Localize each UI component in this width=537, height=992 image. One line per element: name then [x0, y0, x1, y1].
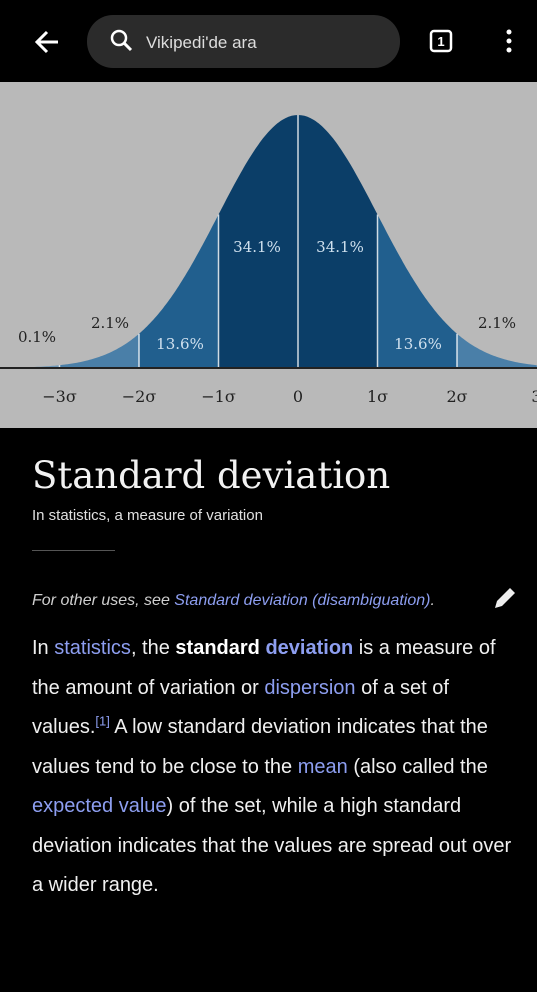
axis-label: 0: [293, 387, 303, 406]
article: Standard deviation In statistics, a meas…: [32, 440, 517, 906]
link[interactable]: statistics: [54, 637, 131, 659]
text: ) of the set, while a high standard devi…: [32, 795, 512, 896]
curve-region: [377, 214, 457, 368]
link[interactable]: deviation: [265, 637, 354, 659]
paragraph: In statistics, the standard deviation is…: [32, 629, 517, 906]
percent-label: 34.1%: [233, 238, 281, 256]
article-title: Standard deviation: [32, 454, 391, 497]
link[interactable]: [1]: [95, 713, 110, 729]
percent-label: 0.1%: [18, 328, 56, 346]
text: For other uses, see: [32, 592, 175, 609]
percent-label: 13.6%: [394, 335, 442, 353]
figure: −3σ −2σ −1σ 0 1σ 2σ 3 0.1% 2.1% 13.6% 34.1% 34.1% 13…: [0, 82, 537, 428]
article-subtitle: In statistics, a measure of variation: [32, 507, 263, 524]
tabs-button[interactable]: [429, 29, 453, 53]
search-placeholder: Vikipedi'de ara: [146, 33, 257, 52]
curve-region: [139, 214, 219, 368]
hatnote: For other uses, see Standard deviation (…: [32, 585, 452, 617]
percent-label: 2.1%: [478, 314, 516, 332]
text: A low standard deviation indicates that …: [32, 716, 488, 778]
toolbar: Vikipedi'de ara 1: [0, 0, 537, 82]
axis-label: 2σ: [446, 387, 467, 406]
tab-count: 1: [437, 34, 444, 49]
text: is a measure of the amount of variation …: [32, 637, 496, 699]
link[interactable]: expected value: [32, 795, 167, 817]
search-bar[interactable]: [87, 15, 400, 68]
search-icon: [122, 41, 133, 52]
edit-button[interactable]: [490, 583, 520, 613]
menu-button[interactable]: [506, 29, 512, 53]
bell-curve: −3σ −2σ −1σ 0 1σ 2σ 3 0.1% 2.1% 13.6% 34.1% 34.1% 13…: [0, 115, 537, 406]
text: In: [32, 637, 55, 659]
curve-region: [59, 333, 139, 368]
search-icon: [110, 29, 128, 47]
divider: [32, 550, 115, 551]
axis-label: 1σ: [367, 387, 388, 406]
axis-label: −1σ: [201, 387, 236, 406]
percent-label: 2.1%: [91, 314, 129, 332]
text: (also called the: [347, 755, 488, 778]
percent-label: 13.6%: [156, 335, 204, 353]
axis-label: −2σ: [122, 387, 157, 406]
link[interactable]: Standard deviation (disambiguation): [174, 592, 431, 609]
link[interactable]: mean: [297, 755, 348, 778]
link[interactable]: dispersion: [264, 676, 356, 699]
text: of a set of values.: [32, 676, 449, 739]
text: standard: [175, 637, 260, 659]
back-button[interactable]: [34, 30, 58, 54]
axis-label: −3σ: [42, 387, 77, 406]
text: , the: [130, 637, 176, 659]
text: .: [430, 592, 435, 609]
axis-label: 3: [531, 387, 537, 406]
curve-region: [457, 333, 537, 368]
percent-label: 34.1%: [316, 238, 364, 256]
